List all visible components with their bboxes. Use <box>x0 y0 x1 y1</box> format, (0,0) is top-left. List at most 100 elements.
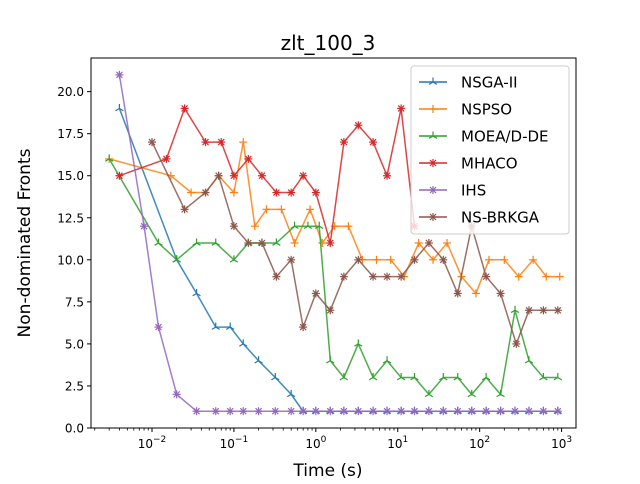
data-point-stroke <box>424 393 430 398</box>
data-point-stroke <box>340 407 348 415</box>
data-point <box>481 373 491 381</box>
data-point <box>229 171 238 180</box>
data-point-stroke <box>539 377 544 381</box>
data-point <box>187 188 196 197</box>
data-point-stroke <box>244 239 252 247</box>
data-point-stroke <box>115 71 123 79</box>
data-point-stroke <box>192 242 197 246</box>
y-tick-label: 7.5 <box>65 295 84 309</box>
data-point-stroke <box>290 225 295 229</box>
data-point <box>326 356 335 364</box>
data-point <box>344 222 353 231</box>
x-axis-label: Time (s) <box>292 461 362 480</box>
data-point <box>239 339 248 347</box>
data-point-stroke <box>429 159 437 167</box>
data-point-stroke <box>258 239 266 247</box>
series-moea-d-de <box>104 154 563 398</box>
data-point <box>410 373 419 381</box>
data-point-stroke <box>428 81 434 85</box>
y-tick-label: 15.0 <box>57 169 84 183</box>
data-point <box>214 171 223 180</box>
y-tick-label: 20.0 <box>57 85 84 99</box>
data-point <box>225 322 235 330</box>
data-point-stroke <box>272 242 277 246</box>
data-point-stroke <box>312 290 320 297</box>
data-point <box>386 255 395 264</box>
data-point <box>553 373 563 381</box>
data-point <box>229 188 238 197</box>
legend: NSGA-II NSPSO MOEA/D-DE MHACO IHS NS-BRKGA <box>410 65 570 235</box>
data-point-stroke <box>411 256 418 264</box>
data-point-stroke <box>410 377 415 381</box>
data-point <box>471 289 480 298</box>
series-line <box>119 106 416 244</box>
data-point-stroke <box>230 172 238 180</box>
data-point-stroke <box>340 138 348 146</box>
data-point <box>339 272 348 281</box>
data-point-stroke <box>215 326 220 330</box>
data-point <box>229 222 238 231</box>
data-point-stroke <box>432 135 438 139</box>
data-point-stroke <box>453 377 459 381</box>
data-point-stroke <box>239 343 244 347</box>
data-point-stroke <box>326 306 334 314</box>
data-point <box>306 205 315 214</box>
data-point <box>510 305 520 314</box>
data-point <box>140 222 149 231</box>
data-point <box>496 289 505 298</box>
x-tick-label: 101 <box>387 435 408 451</box>
data-point-stroke <box>312 189 320 196</box>
data-point-stroke <box>315 225 320 229</box>
data-point-stroke <box>439 377 444 381</box>
data-point <box>500 255 509 264</box>
data-point <box>372 255 381 264</box>
data-point-stroke <box>512 340 520 348</box>
data-point <box>439 373 448 381</box>
data-point-stroke <box>181 105 189 112</box>
data-point <box>154 323 163 332</box>
data-point <box>226 407 235 416</box>
data-point <box>299 407 308 416</box>
data-point <box>524 407 533 416</box>
data-point <box>414 239 423 247</box>
data-point-stroke <box>272 189 280 196</box>
series-ihs <box>115 70 562 416</box>
data-point-stroke <box>299 407 307 415</box>
data-point-stroke <box>326 239 334 247</box>
data-point <box>397 407 406 416</box>
data-point <box>211 322 220 330</box>
data-point-stroke <box>528 360 534 364</box>
data-point-stroke <box>172 259 177 263</box>
data-point <box>354 121 363 130</box>
data-point <box>272 238 281 246</box>
data-point-stroke <box>497 407 504 415</box>
data-point-stroke <box>326 407 334 415</box>
data-point <box>287 407 296 416</box>
data-point <box>201 188 210 197</box>
data-point <box>272 188 281 197</box>
data-point-stroke <box>397 407 405 415</box>
data-point-stroke <box>485 377 491 381</box>
data-point <box>303 221 313 229</box>
data-point-stroke <box>202 138 209 146</box>
data-point <box>148 138 157 147</box>
data-point <box>104 154 114 162</box>
data-point <box>192 288 201 297</box>
data-point <box>482 272 491 281</box>
y-tick-label: 2.5 <box>65 379 84 393</box>
legend-label: NSPSO <box>461 101 512 119</box>
legend-label: MHACO <box>461 155 518 173</box>
data-point-stroke <box>443 377 448 381</box>
y-tick-label: 0.0 <box>65 422 84 436</box>
data-point-stroke <box>326 360 331 364</box>
data-point <box>429 159 437 167</box>
data-point-stroke <box>173 390 181 398</box>
data-point <box>539 306 548 315</box>
data-point-stroke <box>411 407 418 415</box>
data-point-stroke <box>514 309 520 314</box>
data-point-stroke <box>276 242 281 246</box>
data-point <box>229 255 239 263</box>
y-tick-label: 10.0 <box>57 253 84 267</box>
data-point-stroke <box>554 306 562 314</box>
